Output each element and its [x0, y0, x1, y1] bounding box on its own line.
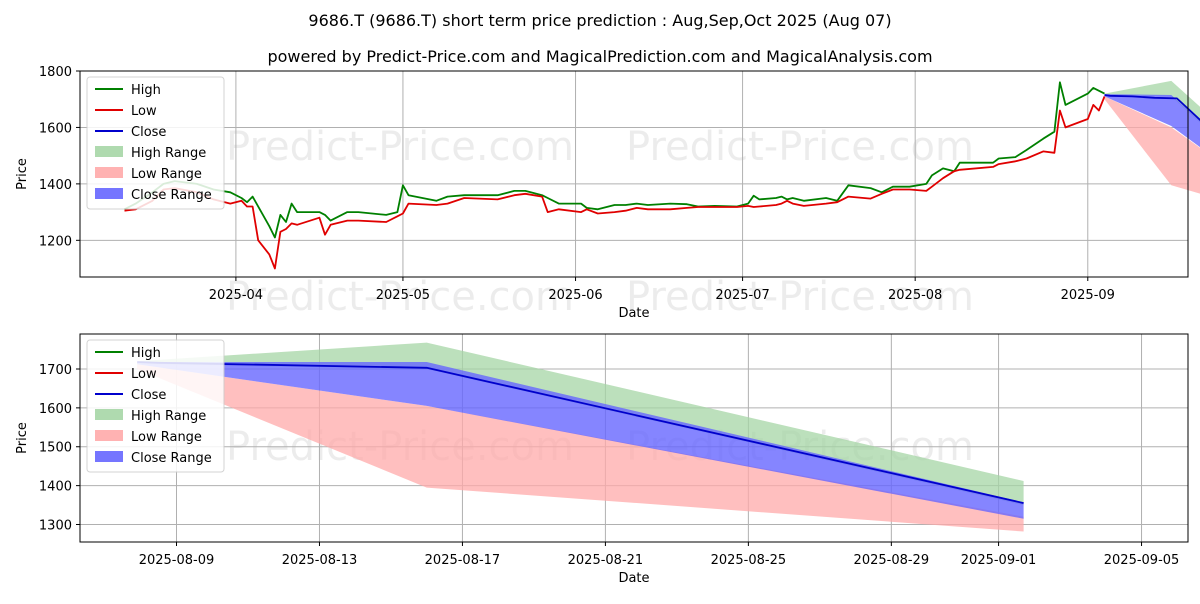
legend-label: Close Range — [131, 451, 212, 466]
y-axis-label: Price — [15, 158, 30, 190]
plot-frame — [80, 71, 1188, 277]
legend-label: Close — [131, 388, 166, 403]
x-tick-label: 2025-09 — [1061, 288, 1115, 303]
x-tick-label: 2025-08-17 — [425, 553, 501, 568]
y-axis-label: Price — [15, 422, 30, 454]
x-tick-label: 2025-08-25 — [711, 553, 787, 568]
y-tick-label: 1200 — [39, 234, 72, 249]
watermark-text: Predict-Price.com — [226, 124, 574, 170]
y-tick-label: 1400 — [39, 178, 72, 193]
legend-swatch-patch — [95, 409, 123, 420]
legend-label: Close Range — [131, 188, 212, 203]
y-tick-label: 1500 — [39, 441, 72, 456]
y-tick-label: 1700 — [39, 363, 72, 378]
watermark-text: Predict-Price.com — [626, 124, 974, 170]
x-tick-label: 2025-06 — [548, 288, 602, 303]
bottom-panel: Predict-Price.comPredict-Price.com130014… — [15, 334, 1188, 586]
y-tick-label: 1800 — [39, 65, 72, 80]
legend-label: Low Range — [131, 167, 202, 182]
x-tick-label: 2025-08-29 — [854, 553, 930, 568]
x-tick-label: 2025-05 — [376, 288, 430, 303]
chart-title: 9686.T (9686.T) short term price predict… — [308, 11, 891, 30]
legend-label: High Range — [131, 146, 206, 161]
legend-swatch-patch — [95, 146, 123, 157]
x-axis-label: Date — [618, 571, 649, 586]
legend-label: Low — [131, 104, 157, 119]
legend-label: High — [131, 346, 161, 361]
y-tick-label: 1600 — [39, 121, 72, 136]
x-tick-label: 2025-08-13 — [282, 553, 358, 568]
y-tick-label: 1300 — [39, 519, 72, 534]
legend-label: High Range — [131, 409, 206, 424]
legend-label: Close — [131, 125, 166, 140]
x-tick-label: 2025-09-01 — [961, 553, 1037, 568]
x-axis-label: Date — [618, 306, 649, 321]
legend-swatch-patch — [95, 188, 123, 199]
legend-label: Low Range — [131, 430, 202, 445]
y-tick-label: 1600 — [39, 402, 72, 417]
x-tick-label: 2025-04 — [209, 288, 263, 303]
legend-swatch-patch — [95, 430, 123, 441]
y-tick-label: 1400 — [39, 480, 72, 495]
legend-label: High — [131, 83, 161, 98]
x-tick-label: 2025-08 — [888, 288, 942, 303]
legend-label: Low — [131, 367, 157, 382]
legend-swatch-patch — [95, 167, 123, 178]
legend-swatch-patch — [95, 451, 123, 462]
x-tick-label: 2025-08-09 — [139, 553, 215, 568]
x-tick-label: 2025-08-21 — [568, 553, 644, 568]
x-tick-label: 2025-07 — [715, 288, 769, 303]
chart-subtitle: powered by Predict-Price.com and Magical… — [267, 47, 932, 66]
x-tick-label: 2025-09-05 — [1104, 553, 1180, 568]
series-line-low — [125, 96, 1105, 268]
